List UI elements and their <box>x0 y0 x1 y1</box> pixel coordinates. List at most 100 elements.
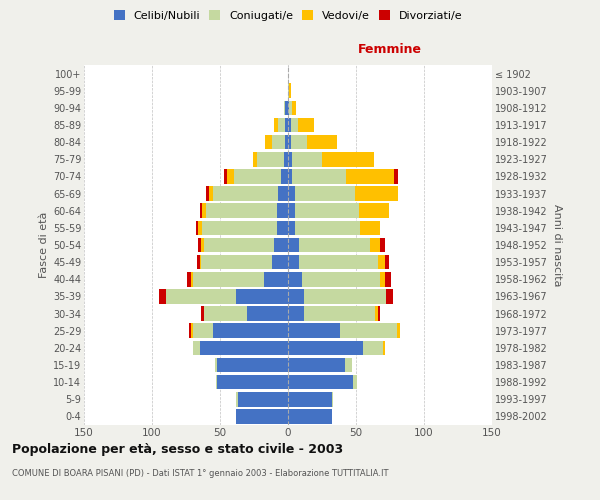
Bar <box>263 272 288 286</box>
Bar <box>346 169 394 184</box>
Bar <box>202 220 277 235</box>
Bar <box>322 152 374 166</box>
Bar <box>288 392 332 406</box>
Bar <box>285 118 288 132</box>
Bar <box>277 220 288 235</box>
Bar <box>284 100 285 115</box>
Bar <box>289 100 292 115</box>
Bar <box>299 238 370 252</box>
Bar <box>189 324 191 338</box>
Bar <box>304 306 375 321</box>
Bar <box>298 118 314 132</box>
Bar <box>236 289 288 304</box>
Bar <box>224 169 227 184</box>
Bar <box>363 340 383 355</box>
Bar <box>206 204 277 218</box>
Bar <box>198 238 201 252</box>
Bar <box>257 152 284 166</box>
Y-axis label: Anni di nascita: Anni di nascita <box>551 204 562 286</box>
Bar <box>383 340 385 355</box>
Bar <box>295 220 360 235</box>
Bar <box>203 306 247 321</box>
Bar <box>213 186 278 201</box>
Bar <box>378 306 380 321</box>
Bar <box>202 204 206 218</box>
Bar <box>253 152 257 166</box>
Bar <box>397 324 400 338</box>
Bar <box>215 358 217 372</box>
Bar <box>288 152 292 166</box>
Bar <box>288 118 291 132</box>
Bar <box>233 169 281 184</box>
Bar <box>193 340 200 355</box>
Bar <box>274 118 278 132</box>
Bar <box>299 255 378 270</box>
Bar <box>304 289 386 304</box>
Bar <box>285 100 288 115</box>
Bar <box>370 238 380 252</box>
Bar <box>216 375 217 390</box>
Bar <box>200 204 202 218</box>
Bar <box>191 324 193 338</box>
Bar <box>360 220 380 235</box>
Bar <box>288 289 304 304</box>
Bar <box>278 186 288 201</box>
Bar <box>206 186 209 201</box>
Bar <box>340 324 397 338</box>
Bar <box>302 272 380 286</box>
Bar <box>198 220 202 235</box>
Bar <box>159 289 166 304</box>
Bar <box>196 220 198 235</box>
Bar <box>332 392 333 406</box>
Y-axis label: Fasce di età: Fasce di età <box>38 212 49 278</box>
Bar <box>288 238 299 252</box>
Bar <box>193 272 263 286</box>
Bar <box>288 255 299 270</box>
Bar <box>380 272 385 286</box>
Text: Popolazione per età, sesso e stato civile - 2003: Popolazione per età, sesso e stato civil… <box>12 442 343 456</box>
Bar <box>394 169 398 184</box>
Bar <box>217 375 288 390</box>
Bar <box>386 289 393 304</box>
Bar <box>353 375 358 390</box>
Bar <box>288 100 289 115</box>
Bar <box>238 392 288 406</box>
Text: Femmine: Femmine <box>358 43 422 56</box>
Bar <box>272 255 288 270</box>
Bar <box>227 169 233 184</box>
Bar <box>292 100 296 115</box>
Bar <box>288 375 353 390</box>
Bar <box>193 324 213 338</box>
Bar <box>288 409 332 424</box>
Bar <box>201 238 203 252</box>
Bar <box>213 324 288 338</box>
Bar <box>281 169 288 184</box>
Bar <box>203 238 274 252</box>
Bar <box>359 204 389 218</box>
Bar <box>288 84 289 98</box>
Bar <box>288 204 295 218</box>
Bar <box>291 135 307 150</box>
Bar <box>288 324 340 338</box>
Bar <box>201 255 272 270</box>
Bar <box>291 118 298 132</box>
Bar <box>166 289 236 304</box>
Bar <box>288 272 302 286</box>
Bar <box>288 186 295 201</box>
Bar <box>247 306 288 321</box>
Bar <box>375 306 378 321</box>
Bar <box>284 152 288 166</box>
Bar <box>187 272 191 286</box>
Bar <box>292 152 322 166</box>
Bar <box>289 84 291 98</box>
Bar <box>292 169 346 184</box>
Bar <box>288 358 345 372</box>
Bar <box>272 135 285 150</box>
Bar <box>288 169 292 184</box>
Bar <box>236 409 288 424</box>
Bar <box>217 358 288 372</box>
Bar <box>277 204 288 218</box>
Bar <box>236 392 238 406</box>
Bar <box>285 135 288 150</box>
Bar <box>278 118 285 132</box>
